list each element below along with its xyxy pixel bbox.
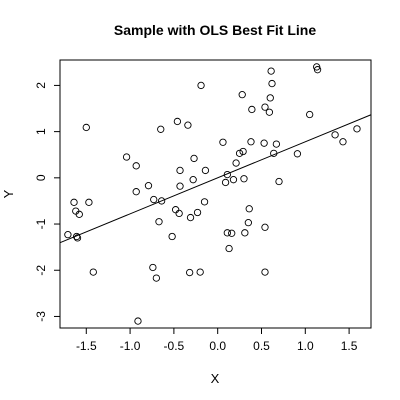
data-point xyxy=(132,188,140,196)
data-point xyxy=(244,218,253,227)
x-tick-label: -0.5 xyxy=(164,339,185,353)
data-point xyxy=(221,178,230,187)
data-point xyxy=(293,150,302,158)
data-point xyxy=(190,154,198,163)
data-point xyxy=(245,205,253,213)
x-tick-label: 0.0 xyxy=(209,339,226,353)
data-point xyxy=(173,117,182,126)
fit-line-layer xyxy=(59,114,372,244)
data-point xyxy=(85,198,93,206)
data-point xyxy=(186,213,195,222)
data-point xyxy=(189,176,197,184)
y-axis-label: Y xyxy=(1,189,16,198)
x-tick-label: 0.5 xyxy=(253,339,270,353)
data-point xyxy=(225,244,233,253)
data-point xyxy=(270,149,278,157)
data-point xyxy=(232,159,240,167)
data-point xyxy=(261,268,269,276)
data-point xyxy=(134,317,142,325)
data-point xyxy=(248,105,256,114)
data-point xyxy=(265,108,274,116)
data-point xyxy=(266,94,274,102)
data-point xyxy=(228,229,236,237)
data-point xyxy=(200,198,209,206)
data-point xyxy=(313,66,322,74)
data-point xyxy=(247,138,255,146)
data-point xyxy=(149,263,157,272)
data-point xyxy=(219,138,227,146)
data-point xyxy=(64,231,72,239)
x-axis: -1.5 -1.0 -0.5 0.0 0.5 1.0 1.5 xyxy=(76,327,358,353)
data-point xyxy=(223,229,231,237)
data-point xyxy=(238,91,246,99)
y-axis: -3 -2 -1 0 1 2 xyxy=(34,82,61,322)
data-point xyxy=(306,110,314,119)
data-point xyxy=(75,210,83,218)
x-tick-label: -1.5 xyxy=(76,339,97,353)
data-point xyxy=(157,125,165,133)
data-point xyxy=(184,121,192,129)
x-tick-label: -1.0 xyxy=(120,339,141,353)
data-point xyxy=(275,177,283,186)
data-point xyxy=(175,209,183,218)
data-point xyxy=(171,206,180,214)
data-point xyxy=(132,162,140,170)
data-point xyxy=(144,182,153,190)
data-point xyxy=(239,147,247,156)
data-point xyxy=(261,103,269,111)
data-point xyxy=(268,79,276,88)
points-layer xyxy=(64,63,361,325)
data-point xyxy=(186,268,194,277)
data-point xyxy=(235,149,244,157)
data-point xyxy=(223,170,231,179)
data-point xyxy=(193,208,202,217)
data-point xyxy=(261,223,269,231)
data-point xyxy=(353,125,361,133)
y-tick-label: -2 xyxy=(34,265,48,276)
data-point xyxy=(72,232,81,241)
plot-frame xyxy=(59,59,372,329)
data-point xyxy=(196,268,204,276)
data-point xyxy=(89,268,97,276)
data-point xyxy=(82,123,90,132)
y-tick-label: 2 xyxy=(34,82,48,89)
data-point xyxy=(122,153,131,161)
y-tick-label: 1 xyxy=(34,128,48,135)
x-tick-label: 1.0 xyxy=(297,339,314,353)
chart-title: Sample with OLS Best Fit Line xyxy=(114,22,316,38)
data-point xyxy=(197,81,205,90)
data-point xyxy=(176,182,184,190)
data-point xyxy=(73,234,82,242)
y-tick-label: -1 xyxy=(34,218,48,229)
data-point xyxy=(70,198,78,206)
data-point xyxy=(272,140,281,148)
x-axis-label: X xyxy=(211,371,220,386)
data-point xyxy=(267,67,275,75)
y-tick-label: -3 xyxy=(34,311,48,322)
data-point xyxy=(155,218,163,226)
data-point xyxy=(229,176,238,184)
data-point xyxy=(331,131,339,139)
data-point xyxy=(168,232,176,241)
data-point xyxy=(152,274,161,282)
y-tick-label: 0 xyxy=(34,174,48,181)
data-point xyxy=(150,195,158,204)
ols-fit-line xyxy=(59,114,372,244)
x-tick-label: 1.5 xyxy=(341,339,358,353)
data-point xyxy=(260,139,268,147)
data-point xyxy=(157,197,166,205)
data-point xyxy=(201,166,210,175)
data-point xyxy=(339,138,347,146)
data-point xyxy=(241,229,249,237)
data-point xyxy=(176,166,184,175)
data-point xyxy=(240,175,248,183)
